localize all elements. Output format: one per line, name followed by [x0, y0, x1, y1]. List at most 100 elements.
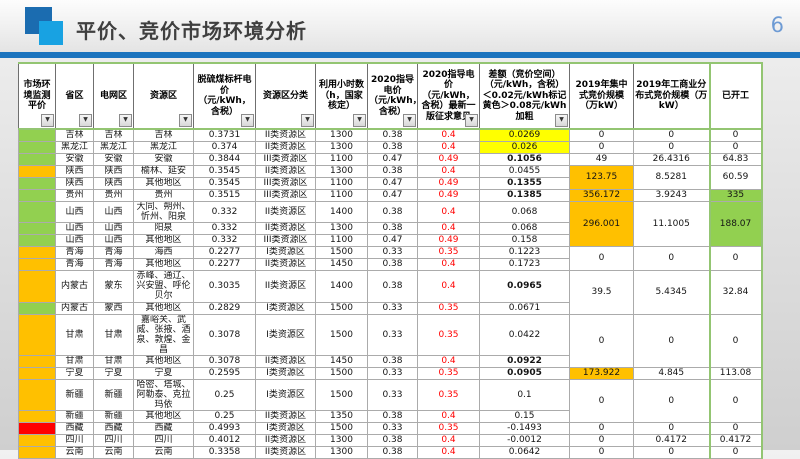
filter-dropdown-icon[interactable]: ▼ [241, 114, 254, 127]
cell-province: 甘肃 [55, 354, 94, 368]
cell-guide-price-2020: 0.38 [367, 445, 418, 459]
cell-resource-area: 云南 [133, 445, 194, 459]
column-header-guide: 2020指导电价（元/kWh，含税） ▼ [367, 62, 418, 130]
table-row: 吉林 吉林 吉林 0.3731 II类资源区 1300 0.38 0.4 0.0269 0 0 0 [18, 128, 763, 142]
column-header-label: 2020指导电价（元/kWh，含税）最新一版征求意见 [421, 69, 476, 122]
cell-coal-benchmark-price: 0.2277 [193, 245, 256, 259]
column-header-d2019: 2019年工商业分布式竞价规模（万kW） [633, 62, 710, 130]
title-divider [0, 52, 800, 58]
cell-guide-price-2020: 0.47 [367, 152, 418, 166]
filter-dropdown-icon[interactable]: ▼ [41, 114, 54, 127]
cell-province: 山西 [55, 200, 94, 223]
filter-dropdown-icon[interactable]: ▼ [79, 114, 92, 127]
column-header-guide_new: 2020指导电价（元/kWh，含税）最新一版征求意见 ▼ [417, 62, 480, 130]
cell-coal-benchmark-price: 0.3844 [193, 152, 256, 166]
filter-dropdown-icon[interactable]: ▼ [179, 114, 192, 127]
cell-grid-area: 安徽 [93, 152, 134, 166]
cell-guide-price-2020-new: 0.35 [417, 366, 480, 380]
cell-distributed-bid-2019: 8.5281 [633, 164, 710, 190]
cell-utilization-hours: 1450 [315, 257, 368, 271]
page-title: 平价、竞价市场环境分析 [76, 19, 307, 43]
cell-resource-class: II类资源区 [255, 200, 316, 223]
cell-resource-class: II类资源区 [255, 140, 316, 154]
cell-utilization-hours: 1500 [315, 366, 368, 380]
cell-guide-price-2020-new: 0.4 [417, 409, 480, 423]
cell-price-difference: 0.0455 [479, 164, 570, 178]
column-header-label: 脱硫煤标杆电价（元/kWh，含税） [197, 75, 252, 117]
filter-dropdown-icon[interactable]: ▼ [403, 114, 416, 127]
column-header-c2019: 2019年集中式竞价规模（万kW） [569, 62, 634, 130]
table-row: 甘肃 甘肃 嘉峪关、武威、张掖、酒泉、敦煌、金昌 0.3078 I类资源区 1500 0.3… [18, 313, 763, 368]
cell-market-parity-marker [18, 221, 56, 235]
cell-guide-price-2020: 0.38 [367, 409, 418, 423]
cell-guide-price-2020-new: 0.49 [417, 176, 480, 190]
cell-guide-price-2020: 0.38 [367, 433, 418, 447]
column-header-label: 省区 [65, 90, 84, 101]
filter-dropdown-icon[interactable]: ▼ [465, 114, 478, 127]
cell-centralized-bid-2019: 0 [569, 378, 634, 423]
cell-market-parity-marker [18, 354, 56, 368]
cell-construction-started: 0 [708, 128, 763, 142]
cell-guide-price-2020: 0.33 [367, 421, 418, 435]
cell-price-difference: 0.0269 [479, 128, 570, 142]
cell-utilization-hours: 1300 [315, 445, 368, 459]
cell-guide-price-2020: 0.33 [367, 245, 418, 259]
column-header-label: 市场环境监测平价 [23, 80, 51, 112]
cell-centralized-bid-2019: 0 [569, 128, 634, 142]
cell-guide-price-2020: 0.33 [367, 378, 418, 411]
filter-dropdown-icon[interactable]: ▼ [555, 114, 568, 127]
table-row: 新疆 新疆 哈密、塔城、阿勒泰、克拉玛依 0.25 I类资源区 1500 0.33 0.35 0… [18, 378, 763, 423]
cell-resource-class: II类资源区 [255, 269, 316, 303]
table-row: 山西 山西 其他地区 0.332 III类资源区 1100 0.47 0.49 0.158 [18, 233, 762, 247]
cell-resource-area: 大同、朔州、忻州、阳泉 [133, 200, 194, 223]
table-row: 云南 云南 云南 0.3358 II类资源区 1300 0.38 0.4 0.0642 0 0 0 [18, 445, 763, 459]
cell-province: 云南 [55, 445, 94, 459]
cell-construction-started: 335 [708, 188, 763, 202]
cell-utilization-hours: 1300 [315, 128, 368, 142]
cell-centralized-bid-2019: 0 [569, 245, 634, 271]
cell-construction-started: 0 [708, 445, 763, 459]
cell-resource-class: II类资源区 [255, 164, 316, 178]
cell-utilization-hours: 1400 [315, 269, 368, 303]
cell-grid-area: 新疆 [93, 409, 134, 423]
cell-province: 山西 [55, 233, 94, 247]
cell-price-difference: 0.0965 [479, 269, 570, 303]
cell-resource-area: 其他地区 [133, 409, 194, 423]
cell-resource-class: I类资源区 [255, 421, 316, 435]
filter-dropdown-icon[interactable]: ▼ [353, 114, 366, 127]
filter-dropdown-icon[interactable]: ▼ [301, 114, 314, 127]
cell-resource-class: II类资源区 [255, 445, 316, 459]
cell-construction-started: 0 [708, 140, 763, 154]
cell-centralized-bid-2019: 39.5 [569, 269, 634, 315]
cell-utilization-hours: 1100 [315, 176, 368, 190]
cell-distributed-bid-2019: 11.1005 [633, 200, 710, 247]
column-header-label: 电网区 [99, 90, 127, 101]
cell-province: 四川 [55, 433, 94, 447]
cell-market-parity-marker [18, 257, 56, 271]
cell-centralized-bid-2019: 356.172 [569, 188, 634, 202]
cell-utilization-hours: 1500 [315, 378, 368, 411]
cell-guide-price-2020: 0.47 [367, 188, 418, 202]
cell-market-parity-marker [18, 378, 56, 411]
cell-resource-area: 其他地区 [133, 176, 194, 190]
cell-centralized-bid-2019: 49 [569, 152, 634, 166]
cell-resource-area: 其他地区 [133, 354, 194, 368]
cell-resource-area: 哈密、塔城、阿勒泰、克拉玛依 [133, 378, 194, 411]
cell-resource-class: I类资源区 [255, 313, 316, 356]
table-row: 新疆 新疆 其他地区 0.25 II类资源区 1350 0.38 0.4 0.15 [18, 409, 762, 423]
cell-utilization-hours: 1100 [315, 152, 368, 166]
filter-dropdown-icon[interactable]: ▼ [119, 114, 132, 127]
cell-resource-class: I类资源区 [255, 301, 316, 315]
column-header-hours: 利用小时数（h，国家核定） ▼ [315, 62, 368, 130]
cell-utilization-hours: 1500 [315, 245, 368, 259]
cell-guide-price-2020: 0.33 [367, 301, 418, 315]
cell-province: 甘肃 [55, 313, 94, 356]
cell-coal-benchmark-price: 0.4012 [193, 433, 256, 447]
column-header-label: 资源区 [149, 90, 177, 101]
table-row: 陕西 陕西 其他地区 0.3545 III类资源区 1100 0.47 0.49 0.1355 [18, 176, 762, 190]
cell-guide-price-2020: 0.33 [367, 366, 418, 380]
cell-province: 西藏 [55, 421, 94, 435]
cell-resource-area: 榆林、延安 [133, 164, 194, 178]
cell-province: 青海 [55, 245, 94, 259]
